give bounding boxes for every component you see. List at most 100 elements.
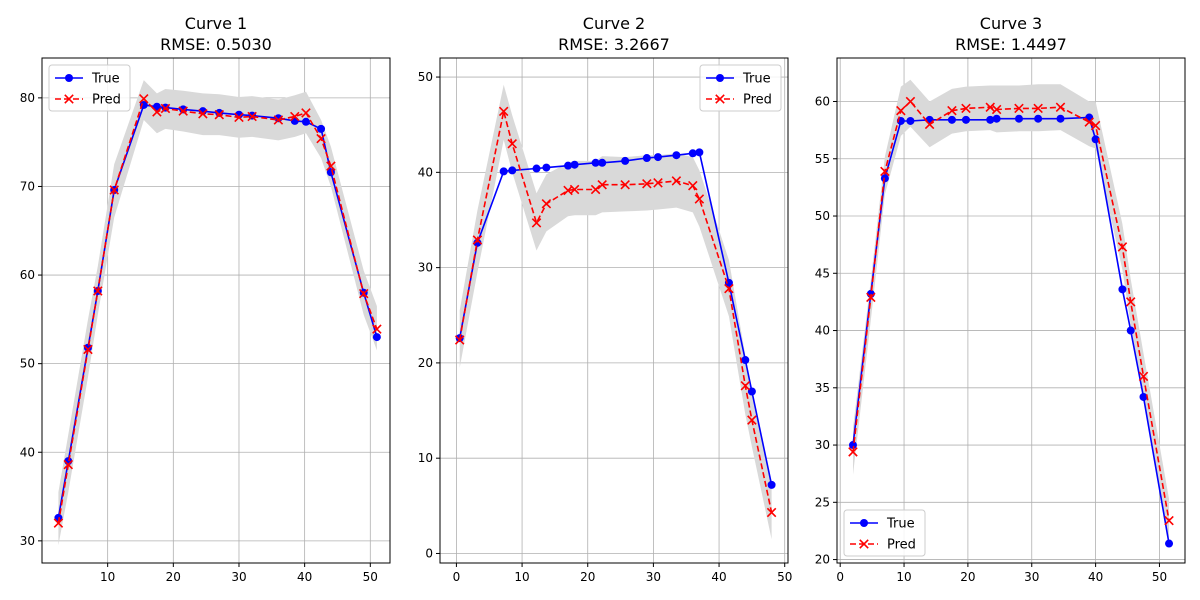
pred-point — [1033, 103, 1043, 114]
true-point — [1126, 326, 1135, 335]
pred-point — [301, 108, 311, 118]
true-point — [508, 166, 517, 175]
true-point — [1014, 114, 1023, 123]
x-tick-label: 30 — [646, 570, 661, 584]
true-point — [1091, 135, 1100, 144]
true-point — [290, 116, 299, 125]
true-point — [688, 149, 697, 158]
x-tick-label: 30 — [1024, 570, 1039, 584]
x-tick-label: 20 — [960, 570, 975, 584]
true-point — [1165, 539, 1174, 548]
x-tick-label: 40 — [711, 570, 726, 584]
pred-point — [947, 105, 957, 116]
true-point — [598, 158, 607, 167]
true-point — [1139, 392, 1148, 401]
true-point — [473, 238, 482, 247]
pred-point — [747, 415, 757, 425]
y-tick-label: 20 — [418, 356, 433, 370]
chart-panel-3: 0 10 20 30 40 50 20 25 30 35 40 45 50 55 60 Curve 3 RMSE… — [815, 14, 1186, 584]
legend-marker-true — [65, 74, 73, 82]
pred-point — [247, 111, 257, 122]
y-tick-label: 35 — [815, 381, 830, 395]
pred-point — [642, 179, 652, 189]
chart-panel-2: 0 10 20 30 40 50 0 10 20 30 40 50 Curve 2 RMSE: 3.266… — [418, 14, 793, 584]
pred-point — [653, 178, 663, 188]
true-point — [848, 441, 857, 450]
pred-point — [290, 111, 300, 122]
chart-subtitle: RMSE: 0.5030 — [160, 35, 272, 54]
axes-frame — [41, 57, 391, 564]
true-point — [653, 153, 662, 162]
pred-point — [160, 103, 171, 114]
true-point — [621, 156, 630, 165]
legend: True Pred — [843, 509, 926, 557]
y-tick-label: 40 — [20, 445, 35, 459]
chart-subtitle: RMSE: 1.4497 — [955, 35, 1067, 54]
x-tick-label: 10 — [514, 570, 529, 584]
true-point — [564, 161, 573, 170]
y-tick-label: 20 — [815, 553, 830, 567]
pred-point — [316, 133, 326, 144]
pred-point — [93, 286, 103, 296]
true-point — [1118, 285, 1127, 294]
pred-point — [740, 381, 751, 391]
true-point — [741, 356, 750, 365]
pred-point — [234, 112, 244, 123]
pred-point — [766, 507, 777, 518]
legend-marker-pred — [859, 539, 869, 549]
y-tick-label: 30 — [815, 438, 830, 452]
y-tick-label: 50 — [418, 70, 433, 84]
true-point — [992, 114, 1001, 123]
true-point — [301, 117, 310, 126]
pred-point — [1164, 515, 1174, 526]
x-tick-label: 50 — [1152, 570, 1167, 584]
pred-point — [1125, 297, 1136, 307]
y-tick-label: 60 — [815, 95, 830, 109]
true-point — [947, 115, 956, 124]
pred-point — [531, 218, 542, 228]
pred-point — [454, 335, 465, 345]
pred-point — [905, 96, 916, 107]
pred-point — [1055, 102, 1066, 113]
true-point — [532, 164, 541, 173]
pred-point — [880, 166, 890, 177]
y-tick-label: 70 — [20, 179, 35, 193]
true-point — [1056, 114, 1065, 123]
legend-label: Pred — [92, 93, 121, 108]
pred-point — [991, 104, 1002, 115]
pred-point — [896, 105, 906, 116]
x-tick-label: 50 — [363, 570, 378, 584]
y-tick-label: 0 — [425, 546, 433, 560]
true-point — [672, 151, 681, 160]
pred-point — [671, 176, 682, 186]
pred-point — [1014, 103, 1024, 114]
pred-point — [372, 324, 382, 334]
pred-point — [214, 109, 225, 120]
x-tick-label: 40 — [297, 570, 312, 584]
true-point — [642, 154, 651, 163]
axes-frame — [836, 57, 1186, 564]
true-point — [1034, 114, 1043, 123]
legend: True Pred — [48, 64, 131, 112]
pred-point — [848, 447, 858, 457]
pred-point — [273, 115, 284, 125]
x-tick-label: 10 — [896, 570, 911, 584]
pred-point — [109, 185, 119, 195]
chart-subtitle: RMSE: 3.2667 — [558, 35, 670, 54]
legend-label: Pred — [743, 93, 772, 108]
axes-frame — [439, 57, 789, 564]
uncertainty-band — [459, 84, 772, 540]
legend-marker-pred — [715, 94, 725, 104]
pred-series-line — [852, 100, 1170, 521]
pred-point — [688, 180, 698, 191]
legend-marker-pred — [64, 94, 74, 104]
true-point — [152, 102, 161, 111]
y-tick-label: 30 — [20, 534, 35, 548]
chart-panel-1: 10 20 30 40 50 30 40 50 60 70 80 Curve 1 RMSE: 0.503… — [20, 14, 391, 584]
uncertainty-band — [58, 80, 377, 546]
x-tick-label: 0 — [453, 570, 461, 584]
pred-point — [472, 235, 483, 245]
chart-title: Curve 3 — [980, 14, 1042, 33]
y-tick-label: 25 — [815, 495, 830, 509]
